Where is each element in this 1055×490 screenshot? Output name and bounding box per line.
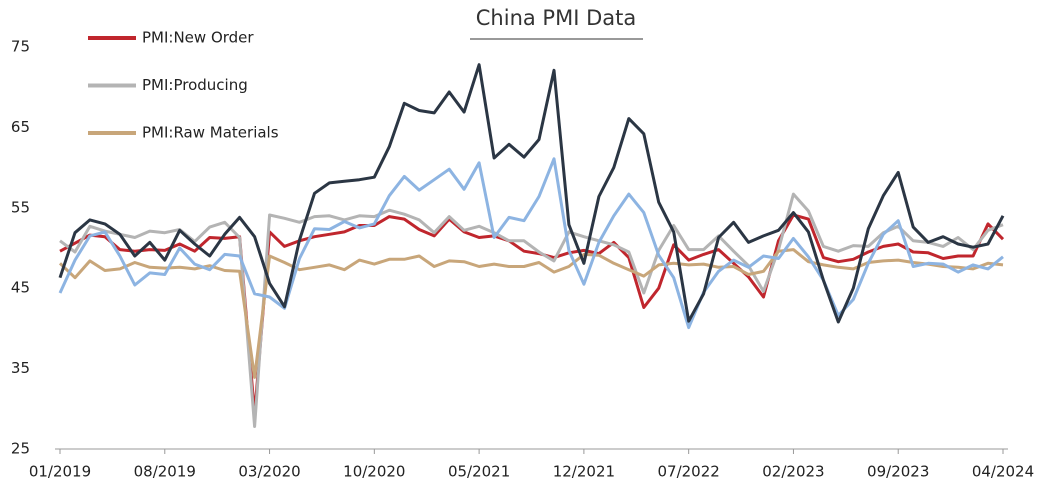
series-line <box>59 192 1004 428</box>
x-tick-label: 04/2024 <box>972 463 1034 481</box>
x-tick-label: 05/2021 <box>448 463 510 481</box>
y-tick-label: 55 <box>11 198 30 216</box>
x-tick-label: 08/2019 <box>134 463 196 481</box>
x-tick-label: 07/2022 <box>658 463 720 481</box>
legend-label: PMI:Raw Materials <box>142 124 279 142</box>
x-tick-label: 01/2019 <box>29 463 91 481</box>
series-line <box>59 213 1005 416</box>
y-tick-label: 75 <box>11 38 30 56</box>
x-tick-label: 03/2020 <box>238 463 300 481</box>
legend-label: PMI:New Order <box>142 29 254 47</box>
y-tick-label: 35 <box>11 359 30 377</box>
series-line <box>58 248 1004 379</box>
x-tick-label: 02/2023 <box>762 463 824 481</box>
x-tick-label: 09/2023 <box>867 463 929 481</box>
legend-label: PMI:Producing <box>142 76 248 94</box>
y-tick-label: 65 <box>11 118 30 136</box>
y-tick-label: 25 <box>11 440 30 458</box>
x-tick-label: 12/2021 <box>553 463 615 481</box>
x-tick-label: 10/2020 <box>343 463 405 481</box>
chart-title: China PMI Data <box>476 6 636 30</box>
series-line <box>58 63 1005 324</box>
y-tick-label: 45 <box>11 279 30 297</box>
